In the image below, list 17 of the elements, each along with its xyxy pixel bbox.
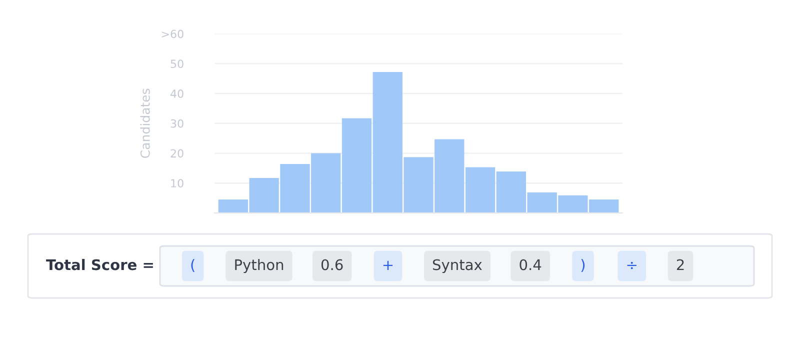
text: + [383,260,393,270]
y-tick-label: 40 [170,89,184,98]
text: ( [191,258,195,272]
text: ) [581,258,585,272]
y-axis-title: Candidates [140,88,150,158]
text: Python [235,258,284,274]
y-tick-label: >60 [162,30,184,38]
text: Total Score = [46,258,153,270]
text: ÷ [627,262,636,269]
y-tick-label: 50 [170,60,184,68]
text: 2 [676,259,684,270]
y-tick-label: 20 [170,149,184,158]
text: Syntax [432,259,482,274]
y-tick-label: 30 [170,119,184,128]
y-tick-label: 10 [171,179,184,188]
text: 0.4 [520,259,542,270]
text: 0.6 [321,259,343,270]
